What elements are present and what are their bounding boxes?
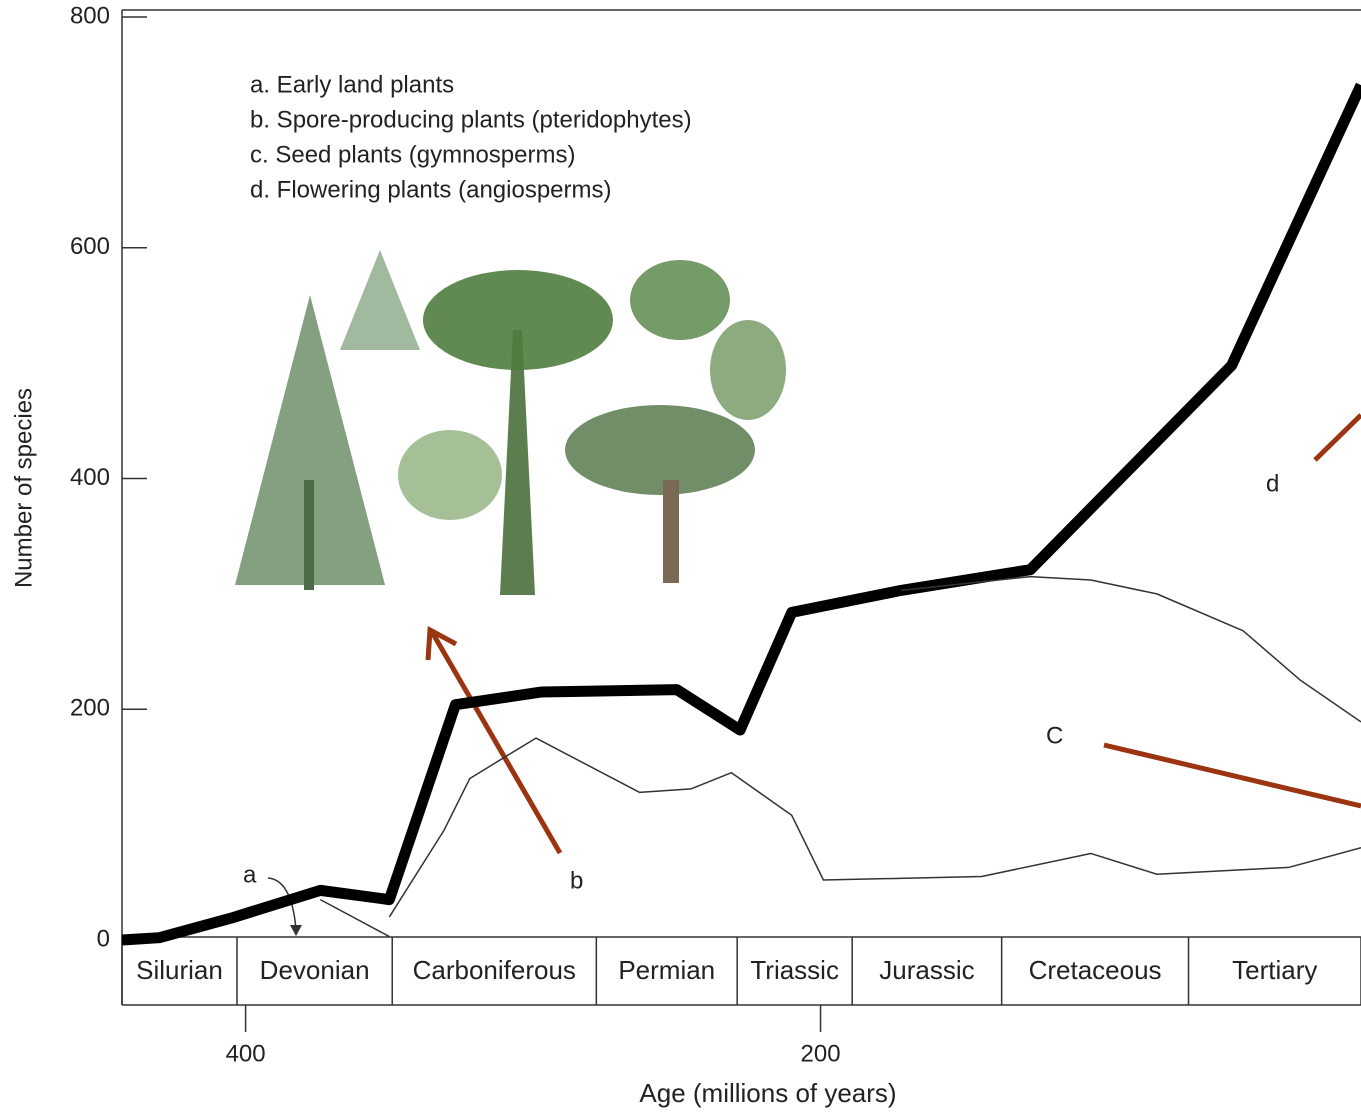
period-label: Permian (618, 955, 715, 985)
x-axis-label: Age (millions of years) (639, 1078, 896, 1108)
y-tick-label: 400 (70, 464, 110, 491)
annotation-arrow (290, 925, 302, 936)
y-tick-label: 600 (70, 233, 110, 260)
series-line (121, 82, 1361, 946)
legend-entry: d. Flowering plants (angiosperms) (250, 176, 612, 203)
period-label: Cretaceous (1029, 955, 1162, 985)
y-tick-label: 0 (97, 925, 110, 952)
annotation: d (1266, 470, 1279, 497)
x-tick-label: 400 (226, 1040, 266, 1067)
period-label: Tertiary (1232, 955, 1317, 985)
legend-entry: b. Spore-producing plants (pteridophytes… (250, 106, 692, 133)
period-label: Silurian (136, 955, 223, 985)
x-tick-label: 200 (801, 1040, 841, 1067)
legend-entry: a. Early land plants (250, 71, 454, 98)
series-line (320, 898, 390, 938)
series-line (900, 575, 1361, 723)
y-tick-label: 800 (70, 2, 110, 29)
pointer-arrows (425, 413, 1361, 855)
legend-entry: c. Seed plants (gymnosperms) (250, 141, 575, 168)
plant-illustration (235, 250, 786, 595)
period-label: Carboniferous (413, 955, 576, 985)
period-label: Triassic (750, 955, 839, 985)
annotation: C (1046, 722, 1063, 749)
period-label: Devonian (260, 955, 370, 985)
period-label: Jurassic (879, 955, 974, 985)
series-line (388, 737, 1361, 918)
y-axis-label: Number of species (10, 388, 37, 588)
annotation: b (570, 867, 583, 894)
y-tick-label: 200 (70, 695, 110, 722)
annotation: a (243, 861, 257, 888)
annotation-arrow (267, 877, 297, 931)
